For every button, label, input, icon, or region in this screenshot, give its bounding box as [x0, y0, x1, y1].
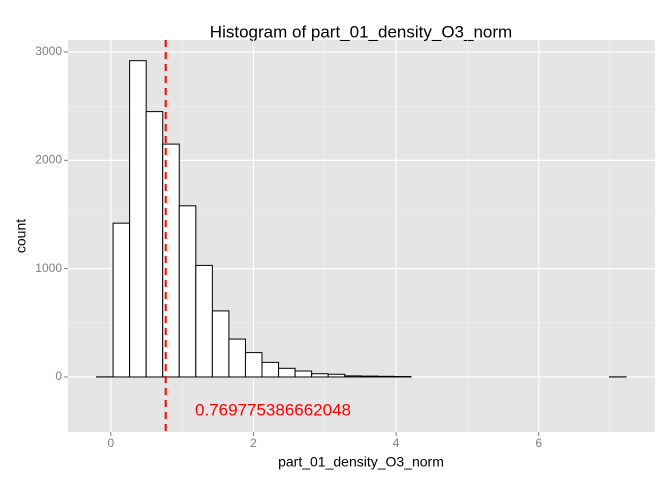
- bar: [311, 373, 329, 378]
- bar: [261, 361, 280, 378]
- bar: [228, 338, 246, 378]
- bar: [129, 60, 147, 378]
- y-tick-label: 3000: [35, 44, 62, 58]
- bar: [211, 310, 230, 378]
- y-tick-label: 0: [55, 369, 62, 383]
- bar: [195, 264, 213, 378]
- x-tick-label: 0: [107, 436, 114, 450]
- bar: [145, 111, 164, 378]
- y-tick-label: 1000: [35, 261, 62, 275]
- y-tick-label: 2000: [35, 153, 62, 167]
- y-axis-label: count: [13, 219, 29, 253]
- x-tick-label: 6: [535, 436, 542, 450]
- bar: [112, 222, 131, 378]
- bar: [327, 373, 346, 378]
- bar: [377, 375, 395, 378]
- x-axis-label: part_01_density_O3_norm: [278, 454, 444, 470]
- bar: [344, 375, 362, 378]
- bar: [294, 370, 313, 378]
- x-tick-label: 4: [393, 436, 400, 450]
- chart-title: Histogram of part_01_density_O3_norm: [210, 22, 512, 41]
- x-tick-label: 2: [250, 436, 257, 450]
- bar: [360, 375, 379, 378]
- bar: [244, 352, 263, 378]
- bar: [178, 205, 197, 378]
- mean-label: 0.769775386662048: [195, 400, 351, 419]
- bar: [278, 367, 296, 378]
